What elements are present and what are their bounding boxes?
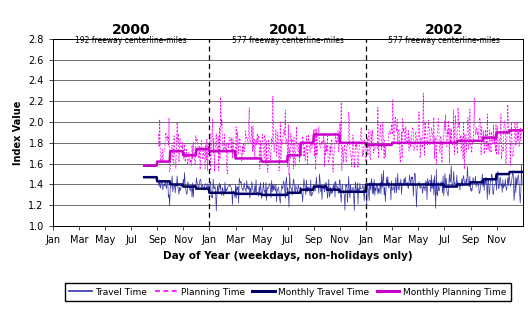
Text: 2001: 2001 [268,23,307,37]
Text: 577 freeway centerline-miles: 577 freeway centerline-miles [389,36,501,45]
Text: 577 freeway centerline-miles: 577 freeway centerline-miles [232,36,344,45]
Y-axis label: Index Value: Index Value [13,100,23,165]
Text: 192 freeway centerline-miles: 192 freeway centerline-miles [76,36,187,45]
Legend: Travel Time, Planning Time, Monthly Travel Time, Monthly Planning Time: Travel Time, Planning Time, Monthly Trav… [65,283,511,301]
Text: 2000: 2000 [112,23,150,37]
Text: 2002: 2002 [425,23,464,37]
X-axis label: Day of Year (weekdays, non-holidays only): Day of Year (weekdays, non-holidays only… [163,251,412,261]
